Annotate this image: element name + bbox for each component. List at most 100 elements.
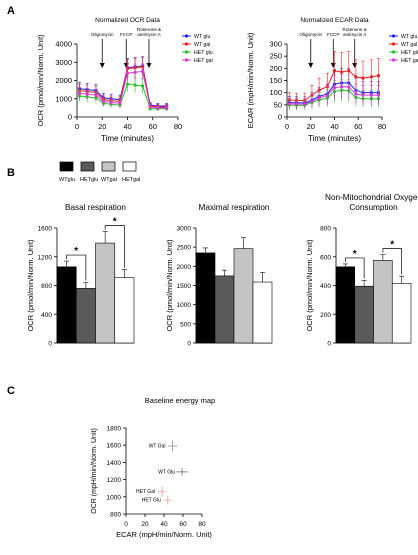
significance-star: * [353, 249, 357, 260]
x-axis-label: ECAR (mpH/min/Norm. Unit) [116, 530, 212, 539]
x-tick-label: 0 [124, 521, 128, 528]
bar [195, 252, 216, 344]
x-tick-label: 40 [123, 122, 131, 131]
significance-bracket [104, 225, 125, 268]
y-tick-label: 0 [327, 341, 331, 348]
significance-star: * [390, 240, 394, 251]
significance-bracket [382, 248, 402, 275]
data-point [347, 69, 351, 73]
bar [335, 266, 356, 344]
data-point [118, 101, 122, 105]
data-point [340, 70, 344, 74]
y-tick-label: 3000 [55, 58, 72, 67]
y-tick-label: 400 [41, 312, 52, 319]
bar [114, 277, 135, 344]
data-point [361, 93, 365, 97]
x-tick-label: 20 [98, 122, 106, 131]
injection-label: antimycin A [137, 32, 161, 37]
legend-swatch [80, 161, 95, 172]
data-point [361, 76, 365, 80]
y-tick-label: 800 [320, 226, 331, 233]
significance-star: * [113, 217, 117, 228]
bar [75, 288, 96, 344]
y-tick-label: 800 [41, 283, 52, 290]
y-tick-label: 800 [110, 512, 121, 519]
bar [354, 285, 374, 344]
data-point [165, 106, 169, 110]
y-axis-label: OCR (mpH/min/Norm. Unit) [91, 428, 98, 514]
y-tick-label: 600 [320, 254, 331, 261]
bar [95, 242, 116, 344]
injection-label: FCCP [327, 32, 340, 37]
chart-title: Normalized ECAR Data [300, 17, 369, 24]
y-tick-label: 2000 [177, 264, 192, 271]
chart-title: Maximal respiration [199, 203, 270, 212]
y-tick-label: 1600 [107, 443, 122, 450]
legend-marker [184, 50, 189, 54]
data-point [325, 93, 329, 98]
data-point [125, 71, 130, 75]
y-tick-label: 250 [269, 52, 282, 61]
chart-title: Consumption [349, 203, 398, 212]
y-axis-label: OCR (pmol/min/Norm. Unit) [305, 239, 314, 332]
data-point [317, 96, 321, 100]
series-line [79, 66, 167, 108]
significance-star: * [74, 246, 78, 257]
legend-marker [391, 34, 396, 38]
legend-label: HET gal [401, 58, 418, 64]
chart-title: Non-Mitochondrial Oxygen [325, 193, 418, 202]
data-point [141, 84, 145, 88]
injection-label: Rotenone & [343, 27, 367, 32]
data-point [148, 105, 152, 109]
data-point [156, 106, 160, 110]
data-point [125, 82, 130, 86]
bar [56, 266, 77, 344]
legend-label: HETglu [80, 177, 98, 183]
data-point [332, 86, 337, 90]
x-tick-label: 60 [179, 521, 187, 528]
injection-arrowhead [352, 63, 358, 68]
chart-title: Baseline energy map [145, 396, 215, 405]
panel-label-c: C [7, 385, 15, 397]
y-tick-label: 100 [269, 88, 282, 97]
data-point [354, 75, 358, 79]
panel-label-b: B [7, 167, 15, 179]
injection-arrowhead [330, 63, 336, 68]
series-line [79, 70, 167, 109]
legend-swatch [101, 161, 116, 172]
y-tick-label: 0 [48, 341, 52, 348]
bar [233, 248, 254, 344]
x-tick-label: 0 [75, 122, 79, 131]
chart-title: Basal respiration [65, 203, 126, 212]
x-tick-label: 80 [198, 521, 206, 528]
data-point [347, 85, 351, 89]
x-tick-label: 40 [160, 521, 168, 528]
data-point [287, 102, 291, 106]
data-point [376, 74, 381, 78]
bar [373, 260, 393, 344]
data-point [294, 102, 299, 106]
point-label: HET Gal [136, 489, 155, 495]
y-tick-label: 1500 [177, 283, 192, 290]
y-tick-label: 200 [269, 64, 282, 73]
x-axis-label: Time (minutes) [101, 134, 154, 143]
y-tick-label: 4000 [55, 40, 72, 49]
y-tick-label: 0 [187, 341, 191, 348]
legend-marker [184, 58, 189, 62]
injection-label: Rotenone & [137, 27, 161, 32]
x-tick-label: 80 [378, 122, 386, 131]
data-point [94, 93, 98, 97]
legend-label: WT glu [194, 34, 210, 40]
y-tick-label: 2000 [55, 76, 72, 85]
legend-label: HET glu [194, 50, 213, 56]
legend-label: WTglu [59, 177, 75, 183]
data-point [133, 83, 137, 87]
y-tick-label: 1400 [107, 460, 122, 467]
legend-swatch [122, 161, 137, 172]
x-tick-label: 20 [141, 521, 149, 528]
data-point [310, 99, 314, 103]
data-point [369, 93, 373, 97]
y-tick-label: 400 [320, 283, 331, 290]
data-point [77, 91, 82, 95]
y-axis-label: OCR (pmol/min/Norm. Unit) [36, 34, 45, 127]
